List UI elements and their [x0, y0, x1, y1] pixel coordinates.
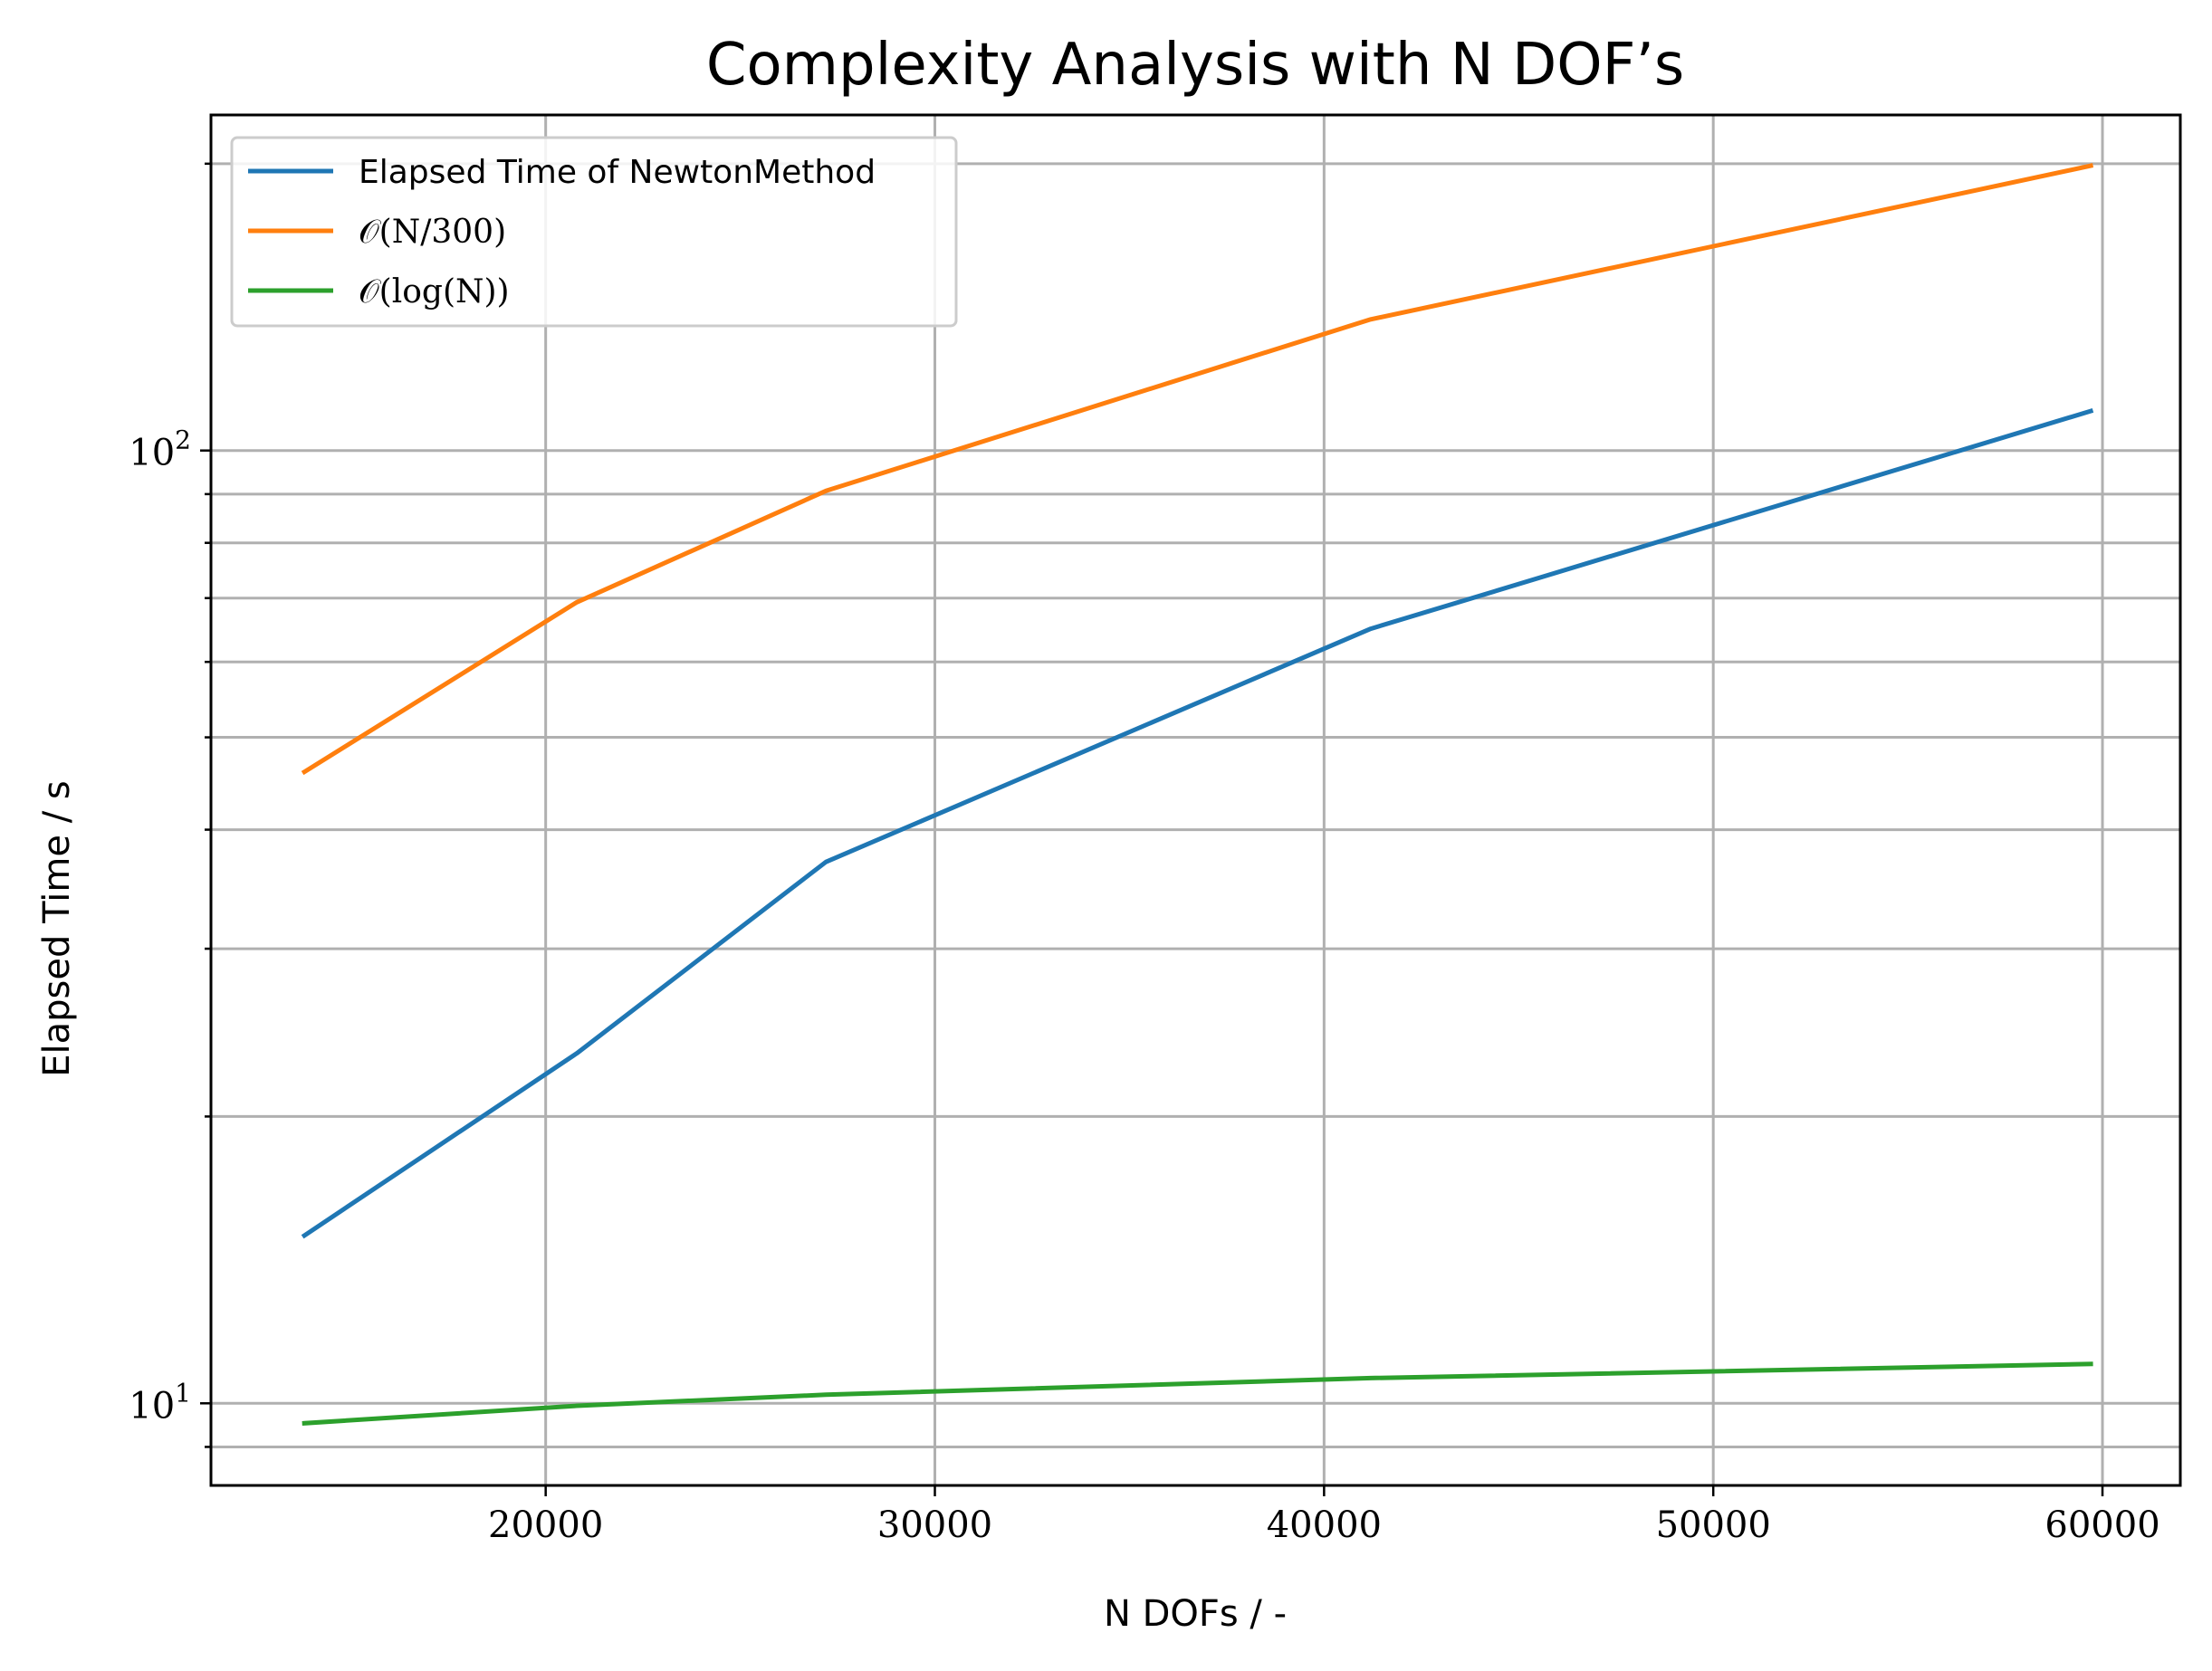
legend-label-1: Elapsed Time of NewtonMethod [359, 154, 876, 191]
x-axis-label: N DOFs / - [1104, 1593, 1287, 1635]
series-layer [301, 163, 2094, 1426]
legend: Elapsed Time of NewtonMethod 𝒪(N/300) 𝒪(lo… [230, 136, 958, 328]
series-line-3 [302, 1361, 2093, 1426]
legend-items: Elapsed Time of NewtonMethod 𝒪(N/300) 𝒪(lo… [248, 154, 876, 310]
legend-box [230, 136, 958, 328]
x-tick-label: 50000 [1656, 1504, 1771, 1546]
x-tick-label: 20000 [488, 1504, 603, 1546]
x-tick-label: 40000 [1267, 1504, 1382, 1546]
y-axis-label: Elapsed Time / s [36, 780, 78, 1076]
x-tick-label: 30000 [877, 1504, 992, 1546]
grid [211, 115, 2180, 1485]
legend-label-3: 𝒪(log(N)) [359, 273, 510, 310]
y-tick-label-base: 10 [129, 1385, 175, 1427]
y-tick-label-exponent: 1 [175, 1378, 191, 1408]
chart-title: Complexity Analysis with N DOF’s [706, 32, 1684, 99]
plot-area-frame [209, 113, 2182, 1487]
y-tick-label-base: 10 [129, 433, 175, 474]
legend-label-2: 𝒪(N/300) [359, 214, 506, 251]
y-tick-label: 102 [129, 425, 191, 474]
x-tick-label: 60000 [2044, 1504, 2159, 1546]
series-line-2 [301, 163, 2094, 776]
series-line-1 [301, 407, 2094, 1239]
y-tick-label-exponent: 2 [175, 425, 191, 455]
y-tick-label: 101 [129, 1378, 191, 1427]
